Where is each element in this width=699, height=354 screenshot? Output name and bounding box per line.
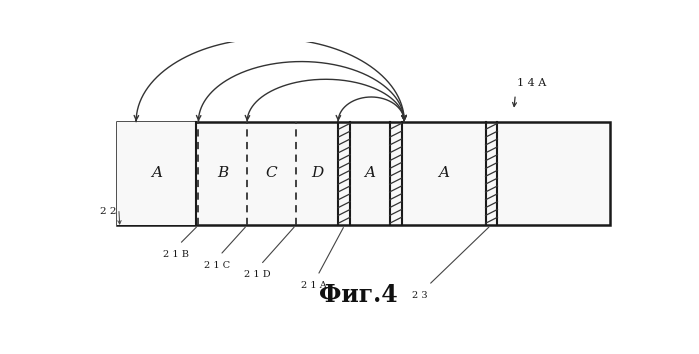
Text: A: A <box>364 166 375 180</box>
Bar <box>117 121 196 225</box>
Text: 2 2: 2 2 <box>100 207 116 216</box>
Text: 2 1 A: 2 1 A <box>301 281 327 290</box>
Text: D: D <box>311 166 323 180</box>
Text: C: C <box>266 166 278 180</box>
Text: B: B <box>217 166 229 180</box>
Text: 2 1 B: 2 1 B <box>163 250 189 259</box>
Text: A: A <box>151 166 162 180</box>
Text: 1 4 A: 1 4 A <box>517 78 546 88</box>
Text: A: A <box>438 166 449 180</box>
Bar <box>117 121 610 225</box>
Text: 2 3: 2 3 <box>412 291 428 299</box>
Text: 2 1 C: 2 1 C <box>204 261 230 269</box>
Text: Фиг.4: Фиг.4 <box>319 283 398 307</box>
Text: 2 1 D: 2 1 D <box>245 270 271 279</box>
